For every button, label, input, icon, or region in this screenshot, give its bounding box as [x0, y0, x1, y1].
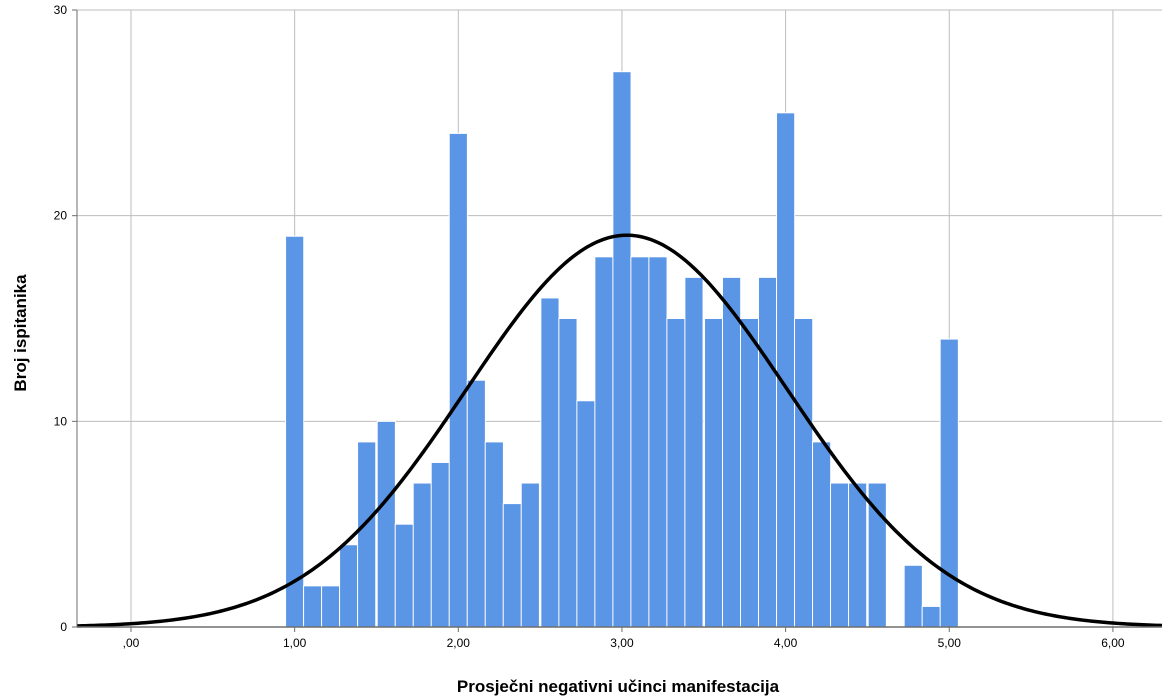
histogram-bar	[758, 276, 778, 628]
histogram-bar	[740, 318, 760, 628]
y-tick-label: 10	[54, 414, 68, 428]
normal-distribution-curve	[76, 233, 1162, 628]
histogram-bar	[704, 318, 724, 628]
histogram-bar	[466, 379, 486, 628]
histogram-bar	[794, 318, 814, 628]
histogram-bar	[502, 503, 522, 628]
histogram-bar	[520, 482, 540, 628]
y-tick-label: 20	[54, 209, 68, 223]
bars-layer	[285, 71, 959, 628]
histogram-bar	[484, 441, 504, 628]
x-tick-label: 3,00	[610, 636, 634, 650]
histogram-bar	[594, 256, 614, 628]
histogram-bar	[321, 585, 341, 628]
histogram-bar	[848, 482, 868, 628]
histogram-bar	[339, 544, 359, 628]
histogram-bar	[666, 318, 686, 628]
histogram-bar	[722, 276, 742, 628]
histogram-bar	[776, 112, 796, 628]
x-tick-label: 2,00	[447, 636, 471, 650]
x-axis-title: Prosječni negativni učinci manifestacija	[457, 677, 780, 696]
curve-layer	[76, 233, 1162, 628]
y-axis-title: Broj ispitanika	[11, 274, 30, 392]
histogram-bar	[921, 605, 941, 628]
histogram-bar	[903, 564, 923, 628]
histogram-bar	[684, 276, 704, 628]
histogram-bar	[576, 400, 596, 628]
histogram-bar	[285, 235, 305, 628]
axes-layer	[72, 9, 1162, 632]
histogram-bar	[540, 297, 560, 628]
histogram-bar	[648, 256, 668, 628]
histogram-bar	[939, 338, 959, 628]
histogram-bar	[357, 441, 377, 628]
x-tick-label: 4,00	[774, 636, 798, 650]
histogram-bar	[812, 441, 832, 628]
histogram-bar	[830, 482, 850, 628]
histogram-bar	[430, 461, 450, 628]
x-tick-label: ,00	[123, 636, 140, 650]
histogram-bar	[448, 132, 468, 628]
labels-layer: 0 10 20 30 ,00 1,00 2,00 3,00 4,00 5,00 6,00	[54, 3, 1125, 650]
histogram-bar	[394, 523, 414, 628]
y-tick-label: 30	[54, 3, 68, 17]
histogram-bar	[630, 256, 650, 628]
x-tick-label: 1,00	[283, 636, 307, 650]
histogram-bar	[412, 482, 432, 628]
histogram-bar	[612, 71, 632, 628]
histogram-bar	[303, 585, 323, 628]
histogram-bar	[376, 420, 396, 628]
y-tick-label: 0	[60, 620, 67, 634]
x-tick-label: 6,00	[1101, 636, 1125, 650]
x-tick-label: 5,00	[938, 636, 962, 650]
histogram-bar	[558, 318, 578, 628]
